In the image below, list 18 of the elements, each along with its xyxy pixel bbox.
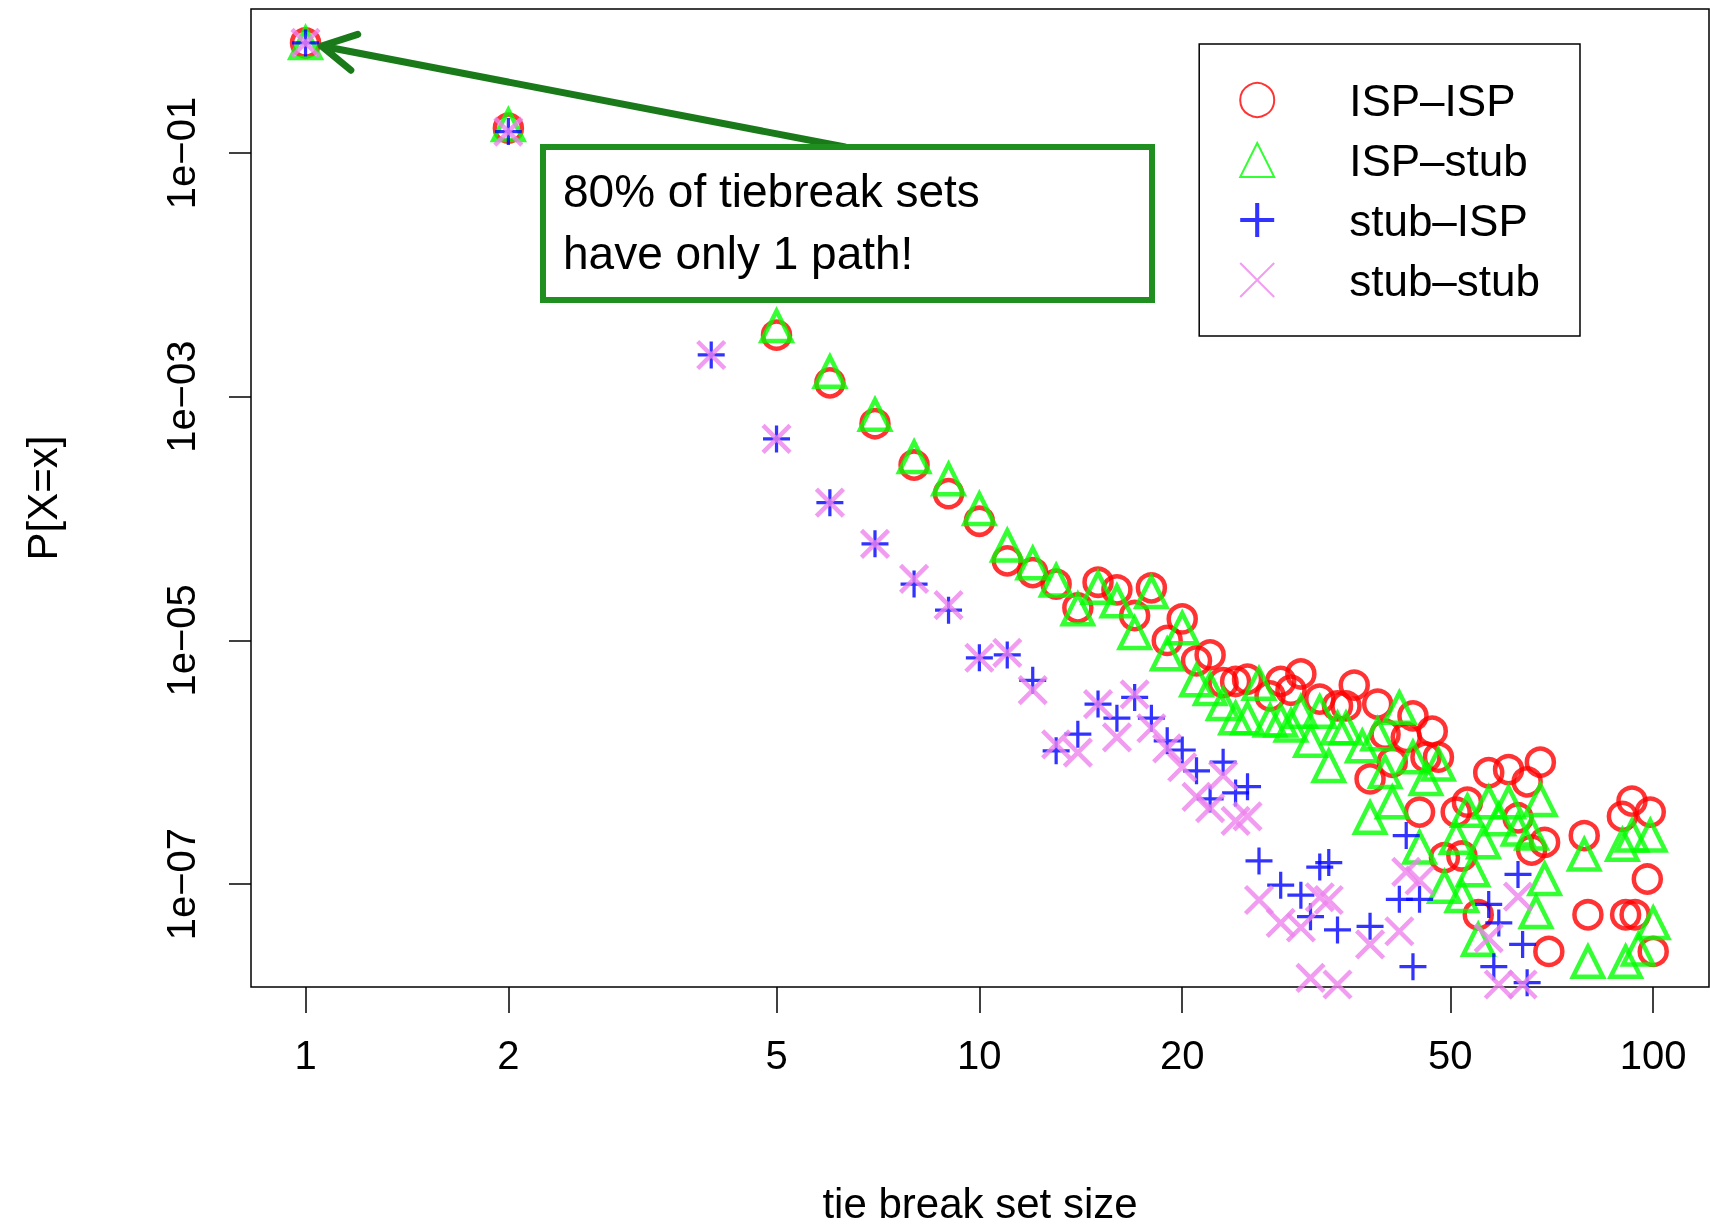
y-axis-title: P[X=x] (18, 435, 66, 561)
x-tick-label: 10 (957, 1033, 1002, 1077)
y-tick-label: 1e−01 (159, 96, 203, 210)
x-tick-label: 100 (1619, 1033, 1687, 1077)
legend-label: ISP–stub (1349, 135, 1528, 185)
x-tick-label: 50 (1428, 1033, 1473, 1077)
legend-label: ISP–ISP (1349, 75, 1516, 125)
x-axis-title: tie break set size (822, 1179, 1138, 1227)
legend-label: stub–ISP (1349, 195, 1528, 245)
x-tick-label: 1 (294, 1033, 317, 1077)
x-tick-label: 2 (497, 1033, 520, 1077)
y-tick-label: 1e−05 (159, 584, 203, 697)
x-tick-label: 20 (1159, 1033, 1205, 1077)
y-tick-label: 1e−03 (159, 340, 203, 453)
x-tick-label: 5 (765, 1033, 788, 1077)
annotation: 80% of tiebreak sets have only 1 path! (563, 165, 980, 279)
legend-label: stub–stub (1349, 255, 1541, 305)
y-tick-label: 1e−07 (159, 827, 203, 941)
